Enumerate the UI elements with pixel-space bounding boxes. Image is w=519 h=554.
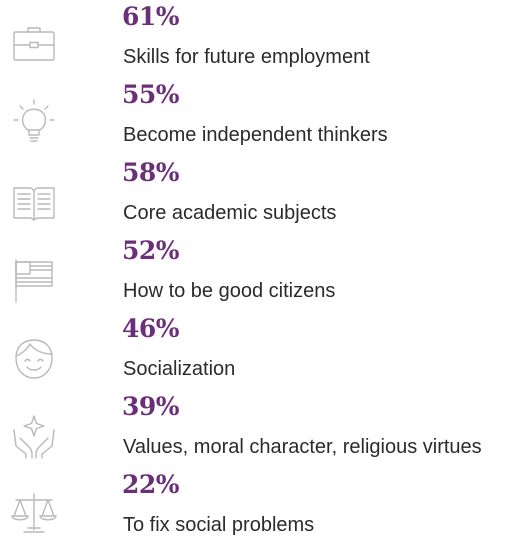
item-percent: 39%: [122, 392, 180, 421]
item-label: To fix social problems: [123, 514, 315, 536]
item-percent: 55%: [122, 80, 180, 109]
item-label: Skills for future employment: [123, 46, 370, 68]
item-percent: 22%: [122, 470, 180, 499]
list-item: 61% Skills for future employment: [0, 4, 519, 86]
list-item: 22% To fix social problems: [0, 472, 519, 554]
list-item: 52% How to be good citizens: [0, 238, 519, 320]
list-item: 39% Values, moral character, religious v…: [0, 394, 519, 476]
briefcase-icon: [6, 18, 62, 74]
flag-icon: [6, 252, 62, 308]
hands-star-icon: [6, 408, 62, 464]
list-item: 58% Core academic subjects: [0, 160, 519, 242]
item-label: Become independent thinkers: [123, 124, 388, 146]
open-book-icon: [6, 174, 62, 230]
priority-list: 61% Skills for future employment 55% Bec…: [0, 4, 519, 535]
item-label: How to be good citizens: [123, 280, 336, 302]
item-percent: 58%: [122, 158, 180, 187]
item-label: Values, moral character, religious virtu…: [123, 436, 482, 458]
smiling-face-icon: [6, 330, 62, 386]
scales-icon: [6, 486, 62, 542]
item-label: Core academic subjects: [123, 202, 337, 224]
list-item: 55% Become independent thinkers: [0, 82, 519, 164]
list-item: 46% Socialization: [0, 316, 519, 398]
item-label: Socialization: [123, 358, 236, 380]
lightbulb-icon: [6, 96, 62, 152]
item-percent: 61%: [122, 2, 180, 31]
item-percent: 52%: [122, 236, 180, 265]
item-percent: 46%: [122, 314, 180, 343]
